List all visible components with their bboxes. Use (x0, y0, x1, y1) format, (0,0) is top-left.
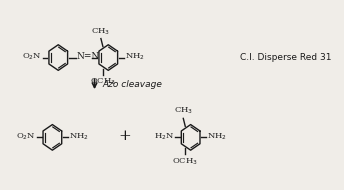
Text: O$_2$N: O$_2$N (16, 131, 36, 142)
Text: NH$_2$: NH$_2$ (125, 51, 145, 62)
Text: H$_2$N: H$_2$N (154, 131, 174, 142)
Text: O$_2$N: O$_2$N (22, 51, 42, 62)
Text: NH$_2$: NH$_2$ (207, 131, 227, 142)
Text: +: + (119, 129, 131, 143)
Text: OCH$_3$: OCH$_3$ (172, 156, 198, 167)
Text: NH$_2$: NH$_2$ (69, 131, 89, 142)
Text: Azo cleavage: Azo cleavage (103, 80, 162, 89)
Text: C.I. Disperse Red 31: C.I. Disperse Red 31 (240, 53, 332, 62)
Text: CH$_3$: CH$_3$ (92, 26, 110, 37)
Text: CH$_3$: CH$_3$ (174, 106, 193, 116)
Text: OCH$_3$: OCH$_3$ (90, 77, 116, 87)
Text: N=N: N=N (77, 51, 100, 61)
